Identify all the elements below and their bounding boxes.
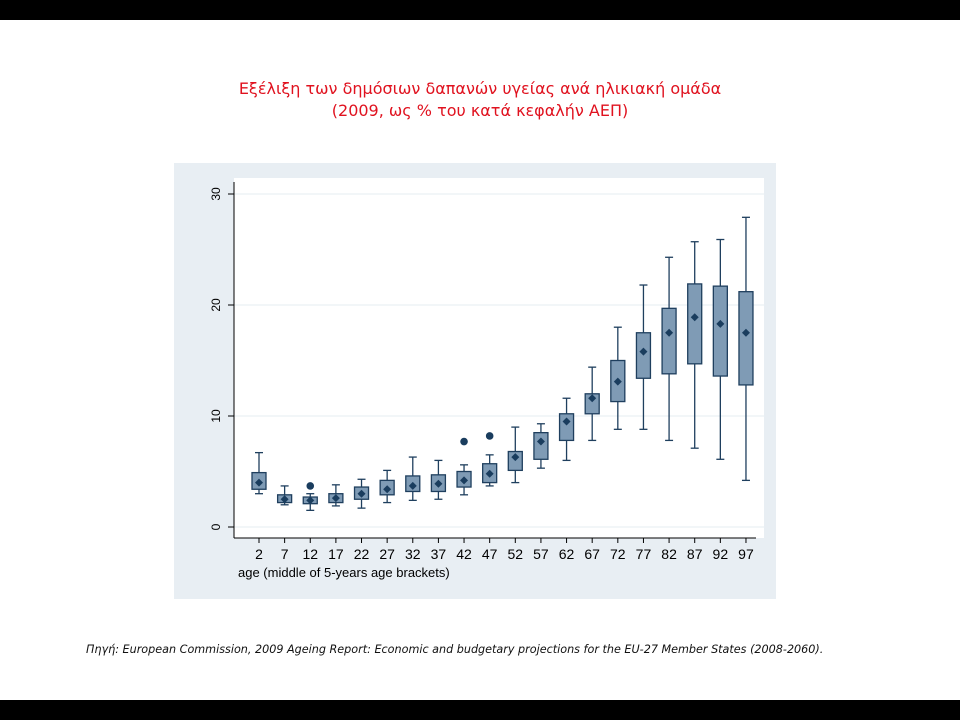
slide-title-line-2: (2009, ως % του κατά κεφαλήν ΑΕΠ) — [331, 101, 629, 120]
median-marker — [460, 476, 469, 485]
x-tick-label: 17 — [328, 546, 344, 562]
median-marker — [536, 437, 545, 446]
median-marker — [383, 485, 392, 494]
median-marker — [741, 328, 750, 337]
bottom-black-bar — [0, 700, 960, 720]
median-marker — [562, 417, 571, 426]
x-tick-label: 7 — [281, 546, 289, 562]
x-tick-label: 2 — [255, 546, 263, 562]
x-tick-label: 42 — [456, 546, 472, 562]
slide-title: Εξέλιξη των δημόσιων δαπανών υγείας ανά … — [0, 78, 960, 122]
median-marker — [280, 495, 289, 504]
y-tick-label: 10 — [209, 409, 223, 423]
y-tick-label: 0 — [209, 523, 223, 530]
median-marker — [613, 377, 622, 386]
median-marker — [357, 489, 366, 498]
median-marker — [511, 453, 520, 462]
iqr-box — [584, 393, 600, 415]
slide-title-line-1: Εξέλιξη των δημόσιων δαπανών υγείας ανά … — [238, 79, 722, 98]
outlier-point — [460, 437, 468, 446]
y-tick-label: 20 — [209, 298, 223, 312]
x-tick-label: 77 — [636, 546, 652, 562]
iqr-box — [687, 283, 703, 365]
median-marker — [306, 496, 315, 505]
y-tick-label: 30 — [209, 187, 223, 201]
x-tick-label: 22 — [354, 546, 370, 562]
x-tick-label: 62 — [559, 546, 575, 562]
median-marker — [588, 394, 597, 403]
x-tick-label: 12 — [302, 546, 318, 562]
iqr-box — [712, 285, 728, 377]
median-marker — [665, 328, 674, 337]
x-tick-label: 72 — [610, 546, 626, 562]
median-marker — [639, 347, 648, 356]
median-marker — [255, 478, 263, 487]
outlier-point — [485, 432, 494, 440]
median-marker — [331, 494, 340, 503]
x-axis-label: age (middle of 5-years age brackets) — [238, 565, 450, 580]
chart-panel: 0 10 20 30 2 7 12 17 22 27 32 37 42 47 52 57 62 67 72 77 82 8… — [174, 163, 776, 599]
iqr-box — [738, 291, 754, 386]
x-tick-label: 47 — [482, 546, 498, 562]
x-tick-label: 97 — [738, 546, 754, 562]
x-tick-label: 37 — [431, 546, 447, 562]
x-tick-label: 92 — [713, 546, 729, 562]
x-tick-label: 67 — [584, 546, 600, 562]
iqr-box — [558, 413, 575, 442]
x-tick-label: 57 — [533, 546, 549, 562]
median-marker — [408, 481, 417, 490]
iqr-box — [661, 307, 677, 375]
median-marker — [690, 313, 699, 322]
x-tick-label: 52 — [508, 546, 524, 562]
median-marker — [485, 469, 494, 478]
x-tick-label: 82 — [661, 546, 677, 562]
source-label: Πηγή: — [86, 643, 119, 656]
median-marker — [716, 319, 725, 328]
median-marker — [434, 479, 443, 488]
x-tick-label: 27 — [379, 546, 395, 562]
source-note: Πηγή: European Commission, 2009 Ageing R… — [86, 643, 946, 656]
x-tick-label: 32 — [405, 546, 421, 562]
iqr-box — [533, 431, 549, 460]
source-text: European Commission, 2009 Ageing Report:… — [118, 643, 824, 656]
outlier-point — [306, 482, 315, 490]
top-black-bar — [0, 0, 960, 20]
x-tick-label: 87 — [687, 546, 703, 562]
